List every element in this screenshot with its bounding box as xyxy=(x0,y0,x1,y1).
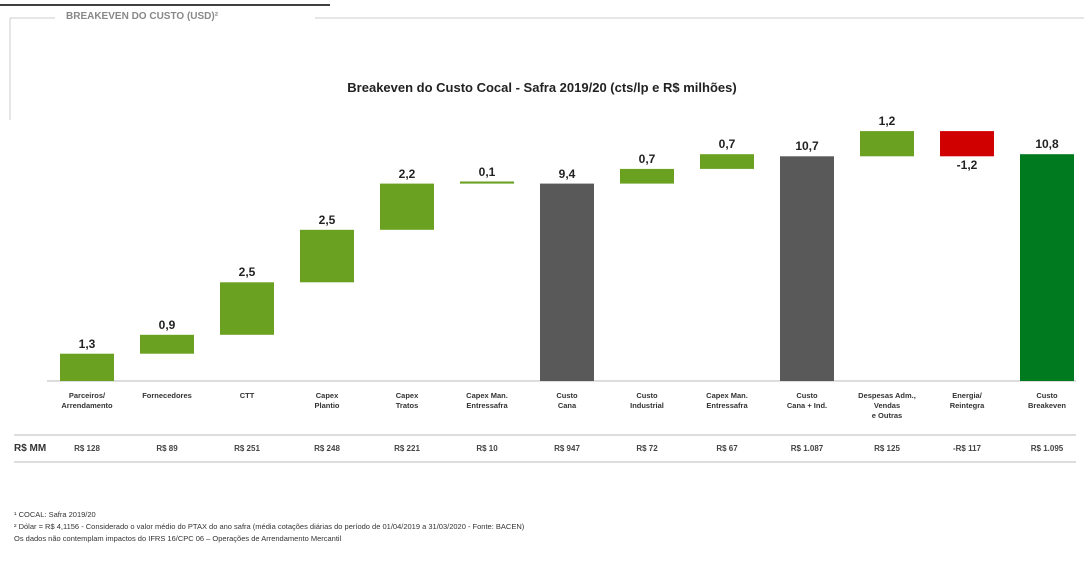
value-label: 0,7 xyxy=(718,137,736,152)
row-value: R$ 248 xyxy=(314,444,340,453)
row-value: R$ 89 xyxy=(156,444,178,453)
x-tick-label: Custo Industrial xyxy=(630,391,664,410)
bar xyxy=(1020,154,1074,381)
value-label: 0,7 xyxy=(638,151,656,166)
bar xyxy=(540,183,594,381)
row-value: R$ 1.095 xyxy=(1030,444,1064,453)
row-value: R$ 10 xyxy=(476,444,498,453)
value-label: 10,8 xyxy=(1035,137,1059,152)
x-tick-label: Energia/ Reintegra xyxy=(949,391,985,410)
row-value: R$ 125 xyxy=(874,444,900,453)
x-tick-label: Capex Man. Entressafra xyxy=(466,391,508,410)
x-tick-label: Custo Cana + Ind. xyxy=(786,391,828,410)
value-label: 2,5 xyxy=(238,265,256,280)
x-tick-label: Custo Cana xyxy=(556,391,578,410)
bar xyxy=(460,181,514,184)
row-value: R$ 67 xyxy=(716,444,738,453)
footnote: ² Dólar = R$ 4,1156 - Considerado o valo… xyxy=(14,522,525,531)
footnote: ¹ COCAL: Safra 2019/20 xyxy=(14,510,96,519)
bar xyxy=(940,131,994,157)
value-label: -1,2 xyxy=(956,158,978,173)
value-label: 10,7 xyxy=(795,139,819,154)
bar xyxy=(620,168,674,184)
bars xyxy=(60,131,1074,381)
x-tick-label: Capex Tratos xyxy=(395,391,419,410)
bar xyxy=(780,156,834,381)
value-label: 2,2 xyxy=(398,166,416,181)
header: BREAKEVEN DO CUSTO (USD)² xyxy=(62,11,223,22)
x-tick-label: Despesas Adm., Vendas e Outras xyxy=(858,391,916,420)
row-value: R$ 251 xyxy=(234,444,260,453)
row-value: R$ 128 xyxy=(74,444,100,453)
x-tick-label: Fornecedores xyxy=(142,391,192,400)
value-label: 0,9 xyxy=(158,317,176,332)
value-label: 9,4 xyxy=(558,166,576,181)
bar xyxy=(300,229,354,283)
row-value: R$ 221 xyxy=(394,444,420,453)
footnote: Os dados não contemplam impactos do IFRS… xyxy=(14,534,342,543)
bar xyxy=(860,131,914,157)
row-value: R$ 947 xyxy=(554,444,580,453)
bar xyxy=(220,282,274,335)
x-tick-label: CTT xyxy=(239,391,255,400)
row-value: -R$ 117 xyxy=(952,444,982,453)
bar xyxy=(700,154,754,169)
value-label: 0,1 xyxy=(478,164,496,179)
x-tick-label: Capex Man. Entressafra xyxy=(706,391,748,410)
x-tick-label: Capex Plantio xyxy=(314,391,340,410)
row-value: R$ 72 xyxy=(636,444,658,453)
bar xyxy=(380,183,434,230)
bar xyxy=(140,334,194,354)
row-value: R$ 1.087 xyxy=(790,444,824,453)
row-label: R$ MM xyxy=(14,443,47,454)
x-tick-label: Parceiros/ Arrendamento xyxy=(61,391,113,410)
value-label: 2,5 xyxy=(318,212,336,227)
x-tick-label: Custo Breakeven xyxy=(1028,391,1066,410)
value-label: 1,2 xyxy=(878,114,896,129)
chart-title: Breakeven do Custo Cocal - Safra 2019/20… xyxy=(347,80,737,95)
value-label: 1,3 xyxy=(78,336,96,351)
bar xyxy=(60,353,114,381)
